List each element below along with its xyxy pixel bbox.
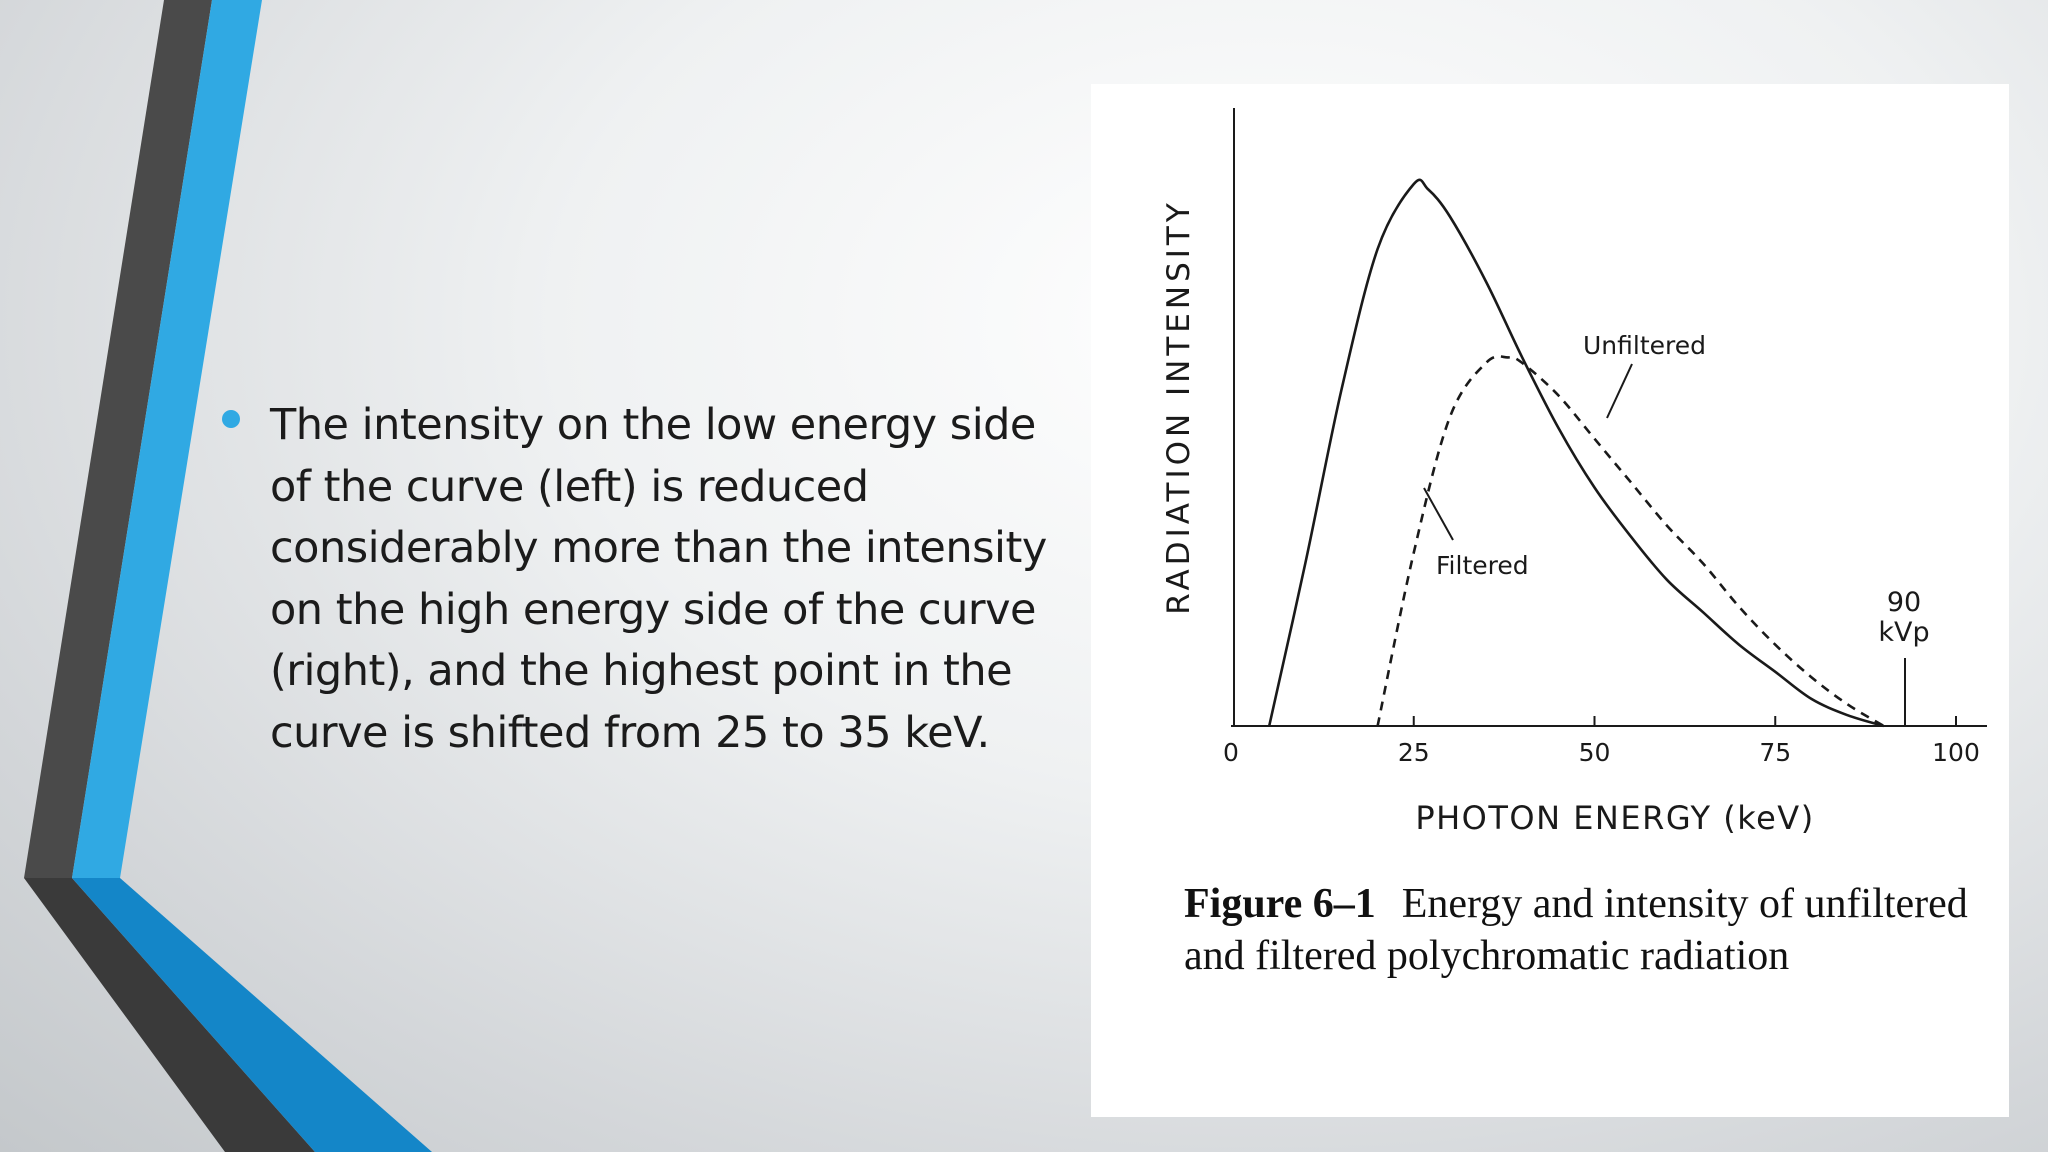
filtered-label: Filtered [1436, 551, 1529, 580]
figure-panel: 0 25 50 75 100 Unfiltered Filtered 90 kVp RA… [1091, 84, 2009, 1117]
series-line-filtered [1376, 355, 1885, 728]
gray-stripe [24, 0, 212, 878]
x-tick-label: 0 [1223, 738, 1239, 767]
caption-text: Energy and intensity of unfiltered and f… [1184, 881, 1968, 979]
gray-wedge [24, 878, 315, 1152]
bullet-list: The intensity on the low energy side of … [222, 395, 1052, 764]
bullet-text: The intensity on the low energy side of … [270, 400, 1047, 758]
kvp-label-value: 90 [1887, 587, 1921, 618]
x-tick-label: 25 [1398, 738, 1430, 767]
unfiltered-label: Unfiltered [1583, 331, 1706, 360]
x-axis-label: PHOTON ENERGY (keV) [1415, 799, 1814, 837]
unfiltered-pointer [1606, 363, 1633, 419]
x-tick-label: 100 [1932, 738, 1980, 767]
blue-stripe [72, 0, 262, 878]
y-axis-label: RADIATION INTENSITY [1161, 199, 1197, 615]
energy-intensity-chart: 0 25 50 75 100 Unfiltered Filtered 90 kVp RA… [1161, 108, 1987, 837]
kvp-label-unit: kVp [1878, 617, 1929, 648]
caption-label: Figure 6–1 [1184, 881, 1376, 927]
filtered-pointer [1423, 487, 1454, 541]
x-tick-label: 50 [1579, 738, 1611, 767]
series-line-unfiltered [1267, 178, 1885, 728]
x-tick-label: 75 [1759, 738, 1791, 767]
blue-wedge [72, 878, 432, 1152]
figure-caption: Figure 6–1 Energy and intensity of unfilt… [1184, 878, 2004, 982]
bullet-dot [222, 410, 240, 428]
